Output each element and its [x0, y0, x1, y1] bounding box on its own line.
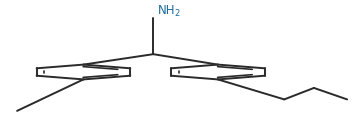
Text: 2: 2 [174, 10, 180, 18]
Text: NH: NH [157, 4, 175, 17]
